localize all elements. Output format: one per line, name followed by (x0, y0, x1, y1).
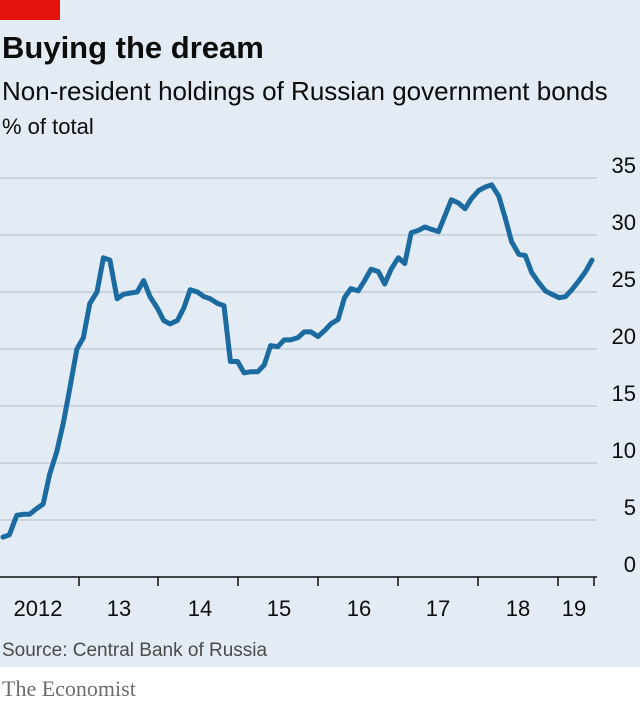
chart-title: Buying the dream (2, 30, 264, 65)
y-tick-label-20: 20 (612, 324, 636, 349)
chart-subtitle: Non-resident holdings of Russian governm… (2, 76, 608, 106)
y-tick-label-25: 25 (612, 267, 636, 292)
brand-red-tag (0, 0, 60, 20)
source-note: Source: Central Bank of Russia (2, 640, 268, 661)
y-tick-label-0: 0 (624, 552, 636, 577)
y-tick-label-5: 5 (624, 495, 636, 520)
x-tick-label-16: 16 (347, 596, 371, 621)
x-tick-label-13: 13 (107, 596, 131, 621)
x-tick-label-17: 17 (426, 596, 450, 621)
y-tick-label-10: 10 (612, 438, 636, 463)
series-line-holdings (0, 182, 595, 540)
brand-logo: The Economist (2, 676, 136, 701)
y-tick-label-15: 15 (612, 381, 636, 406)
x-tick-label-14: 14 (188, 596, 212, 621)
x-tick-label-19: 19 (562, 596, 586, 621)
x-tick-label-2012: 2012 (14, 596, 63, 621)
y-tick-label-35: 35 (612, 153, 636, 178)
x-tick-label-18: 18 (506, 596, 530, 621)
y-tick-label-30: 30 (612, 210, 636, 235)
y-axis-unit: % of total (2, 114, 94, 139)
x-tick-label-15: 15 (267, 596, 291, 621)
line-chart: 0 5 10 15 20 25 30 35 2012 13 14 15 16 17 18 19 (0, 153, 636, 621)
